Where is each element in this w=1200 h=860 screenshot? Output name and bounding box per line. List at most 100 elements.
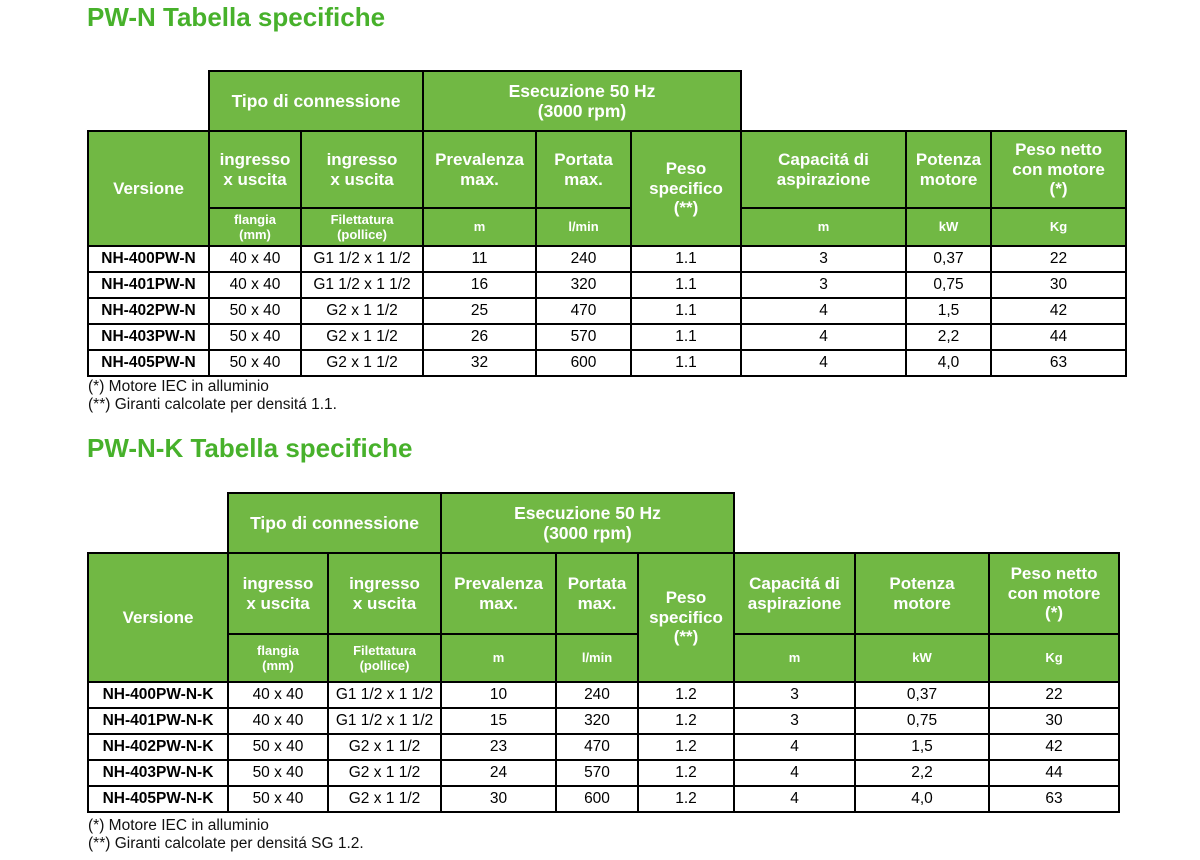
unit-potenza: kW	[854, 633, 991, 683]
unit-header-row: flangia (mm) Filettatura (pollice) m l/m…	[88, 633, 1121, 683]
table-row: NH-402PW-N 50 x 40 G2 x 1 1/2 25 470 1.1…	[87, 297, 1128, 325]
unit-flangia: flangia (mm)	[208, 207, 302, 247]
cell-portata: 570	[555, 759, 639, 787]
header-versione: Versione	[87, 552, 229, 683]
unit-capacita: m	[733, 633, 857, 683]
footnote-density: (**) Giranti calcolate per densitá SG 1.…	[88, 835, 364, 852]
cell-capacita: 3	[740, 271, 908, 299]
header-versione: Versione	[87, 130, 210, 247]
table-row: NH-402PW-N-K 50 x 40 G2 x 1 1/2 23 470 1…	[87, 733, 1121, 761]
cell-peso-specifico: 1.1	[629, 245, 743, 273]
cell-capacita: 4	[733, 733, 857, 761]
group-header-row: Tipo di connessione Esecuzione 50 Hz (30…	[88, 70, 1126, 132]
unit-portata: l/min	[555, 633, 639, 683]
cell-prevalenza: 11	[422, 245, 537, 273]
cell-prevalenza: 16	[422, 271, 537, 299]
header-connection-group: Tipo di connessione	[208, 70, 424, 132]
spacer-cell	[734, 493, 1119, 553]
cell-portata: 470	[535, 297, 632, 325]
header-peso-netto: Peso netto con motore (*)	[990, 130, 1128, 209]
cell-flangia: 50 x 40	[227, 785, 329, 813]
cell-peso-netto: 42	[988, 733, 1121, 761]
cell-portata: 600	[535, 349, 632, 377]
pwn-table-title: PW-N Tabella specifiche	[87, 2, 386, 32]
cell-peso-specifico: 1.2	[636, 785, 736, 813]
cell-peso-specifico: 1.2	[636, 707, 736, 735]
cell-peso-netto: 30	[990, 271, 1128, 299]
unit-portata: l/min	[535, 207, 632, 247]
cell-versione: NH-402PW-N	[87, 297, 210, 325]
header-peso-specifico: Peso specifico (**)	[636, 552, 736, 683]
table-row: NH-400PW-N-K 40 x 40 G1 1/2 x 1 1/2 10 2…	[87, 681, 1121, 709]
header-ingresso-flangia: ingresso x uscita	[208, 130, 302, 209]
pwn-footnotes: (*) Motore IEC in alluminio (**) Giranti…	[88, 378, 337, 414]
cell-portata: 570	[535, 323, 632, 351]
header-portata: Portata max.	[555, 552, 639, 635]
cell-potenza: 0,37	[905, 245, 993, 273]
header-prevalenza: Prevalenza max.	[440, 552, 557, 635]
header-ingresso-filettatura: ingresso x uscita	[327, 552, 442, 635]
cell-versione: NH-403PW-N-K	[87, 759, 229, 787]
cell-portata: 240	[555, 681, 639, 709]
cell-prevalenza: 25	[422, 297, 537, 325]
cell-capacita: 4	[733, 759, 857, 787]
cell-peso-netto: 44	[990, 323, 1128, 351]
cell-filettatura: G2 x 1 1/2	[300, 297, 424, 325]
footnote-motor: (*) Motore IEC in alluminio	[88, 817, 269, 834]
cell-potenza: 2,2	[854, 759, 991, 787]
table-row: NH-403PW-N-K 50 x 40 G2 x 1 1/2 24 570 1…	[87, 759, 1121, 787]
cell-capacita: 4	[740, 349, 908, 377]
cell-flangia: 50 x 40	[208, 323, 302, 351]
cell-flangia: 50 x 40	[227, 759, 329, 787]
cell-flangia: 50 x 40	[227, 733, 329, 761]
unit-filettatura: Filettatura (pollice)	[300, 207, 424, 247]
header-potenza: Potenza motore	[905, 130, 993, 209]
cell-potenza: 4,0	[905, 349, 993, 377]
cell-filettatura: G1 1/2 x 1 1/2	[327, 681, 442, 709]
cell-potenza: 0,37	[854, 681, 991, 709]
cell-prevalenza: 30	[440, 785, 557, 813]
cell-prevalenza: 10	[440, 681, 557, 709]
cell-peso-specifico: 1.1	[629, 349, 743, 377]
cell-flangia: 40 x 40	[208, 271, 302, 299]
cell-flangia: 50 x 40	[208, 297, 302, 325]
cell-filettatura: G2 x 1 1/2	[300, 349, 424, 377]
cell-prevalenza: 32	[422, 349, 537, 377]
header-execution-group: Esecuzione 50 Hz (3000 rpm)	[439, 492, 736, 554]
cell-peso-specifico: 1.2	[636, 733, 736, 761]
pwnk-footnotes: (*) Motore IEC in alluminio (**) Giranti…	[88, 817, 364, 853]
header-portata: Portata max.	[535, 130, 632, 209]
header-prevalenza: Prevalenza max.	[422, 130, 537, 209]
unit-header-row: flangia (mm) Filettatura (pollice) m l/m…	[88, 207, 1128, 247]
unit-peso-netto: Kg	[990, 207, 1128, 247]
spacer-cell	[88, 493, 228, 553]
cell-prevalenza: 23	[440, 733, 557, 761]
header-peso-specifico: Peso specifico (**)	[629, 130, 743, 247]
header-connection-group: Tipo di connessione	[227, 492, 442, 554]
cell-portata: 470	[555, 733, 639, 761]
cell-peso-specifico: 1.1	[629, 297, 743, 325]
cell-flangia: 40 x 40	[208, 245, 302, 273]
cell-flangia: 40 x 40	[227, 707, 329, 735]
table-row: NH-401PW-N-K 40 x 40 G1 1/2 x 1 1/2 15 3…	[87, 707, 1121, 735]
cell-prevalenza: 24	[440, 759, 557, 787]
cell-peso-netto: 30	[988, 707, 1121, 735]
cell-capacita: 4	[733, 785, 857, 813]
cell-peso-netto: 44	[988, 759, 1121, 787]
cell-filettatura: G1 1/2 x 1 1/2	[300, 271, 424, 299]
cell-filettatura: G2 x 1 1/2	[327, 785, 442, 813]
cell-versione: NH-400PW-N	[87, 245, 210, 273]
cell-potenza: 1,5	[905, 297, 993, 325]
header-ingresso-flangia: ingresso x uscita	[227, 552, 329, 635]
cell-portata: 320	[555, 707, 639, 735]
cell-flangia: 50 x 40	[208, 349, 302, 377]
header-ingresso-filettatura: ingresso x uscita	[300, 130, 424, 209]
footnote-density: (**) Giranti calcolate per densitá 1.1.	[88, 396, 337, 413]
pwn-spec-table: Tipo di connessione Esecuzione 50 Hz (30…	[87, 70, 1128, 377]
cell-filettatura: G1 1/2 x 1 1/2	[327, 707, 442, 735]
cell-capacita: 3	[740, 245, 908, 273]
unit-prevalenza: m	[422, 207, 537, 247]
unit-peso-netto: Kg	[988, 633, 1121, 683]
cell-potenza: 1,5	[854, 733, 991, 761]
cell-versione: NH-402PW-N-K	[87, 733, 229, 761]
